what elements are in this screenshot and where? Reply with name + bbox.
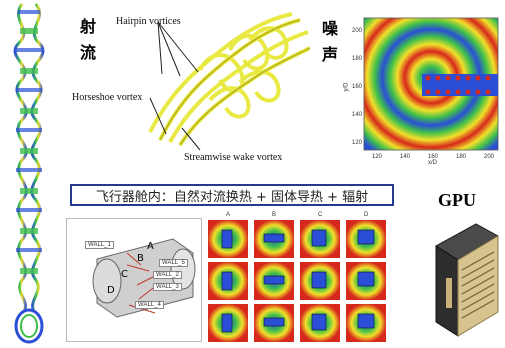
wall-label: WALL_4 — [135, 301, 164, 309]
noise-contour-plot: 200 180 160 140 120 y/D 120 140 160 180 … — [342, 14, 504, 166]
temperature-field-grid: A B C D — [206, 212, 390, 346]
noise-ytick: 200 — [352, 28, 363, 34]
zone-label: C — [121, 269, 128, 280]
noise-xtick: 140 — [400, 154, 411, 160]
noise-ylabel: y/D — [343, 82, 350, 92]
aircraft-title-text: 飞行器舱内：自然对流换热 + 固体导热 + 辐射 — [95, 189, 369, 205]
jet-label-top: 射 — [80, 17, 97, 36]
wall-label: WALL_5 — [159, 259, 188, 267]
noise-xtick: 160 — [428, 154, 439, 160]
noise-xtick: 180 — [456, 154, 467, 160]
cabin-geometry-panel: WALL_1 WALL_5 WALL_2 WALL_3 WALL_4 A B C… — [66, 218, 202, 342]
wall-label: WALL_1 — [85, 241, 114, 249]
noise-ytick: 140 — [352, 112, 363, 118]
noise-xlabel: x/D — [428, 160, 437, 166]
gpu-title: GPU — [438, 190, 476, 210]
zone-label: A — [147, 241, 154, 252]
streamwise-annotation: Streamwise wake vortex — [184, 152, 283, 163]
hairpin-annotation: Hairpin vortices — [116, 16, 181, 27]
noise-ytick: 120 — [352, 140, 363, 146]
wall-label: WALL_2 — [153, 271, 182, 279]
aircraft-section-title: 飞行器舱内：自然对流换热 + 固体导热 + 辐射 — [70, 184, 394, 206]
grid-col-label: A — [226, 212, 231, 218]
horseshoe-annotation: Horseshoe vortex — [72, 92, 143, 103]
gpu-card-image — [435, 223, 500, 337]
vortex-visualization — [148, 12, 310, 151]
grid-col-label: D — [364, 212, 369, 218]
grid-col-label: B — [272, 212, 277, 218]
noise-ytick: 160 — [352, 84, 363, 90]
zone-label: B — [137, 253, 144, 264]
noise-ytick: 180 — [352, 56, 363, 62]
jet-label-bottom: 流 — [80, 43, 97, 62]
grid-col-label: C — [318, 212, 323, 218]
wall-label: WALL_3 — [153, 283, 182, 291]
jet-column-simulation — [13, 3, 45, 344]
zone-label: D — [107, 285, 115, 296]
noise-xtick: 200 — [484, 154, 495, 160]
noise-xtick: 120 — [372, 154, 383, 160]
noise-label-top: 噪 — [322, 19, 339, 38]
noise-label-bottom: 声 — [322, 45, 339, 64]
